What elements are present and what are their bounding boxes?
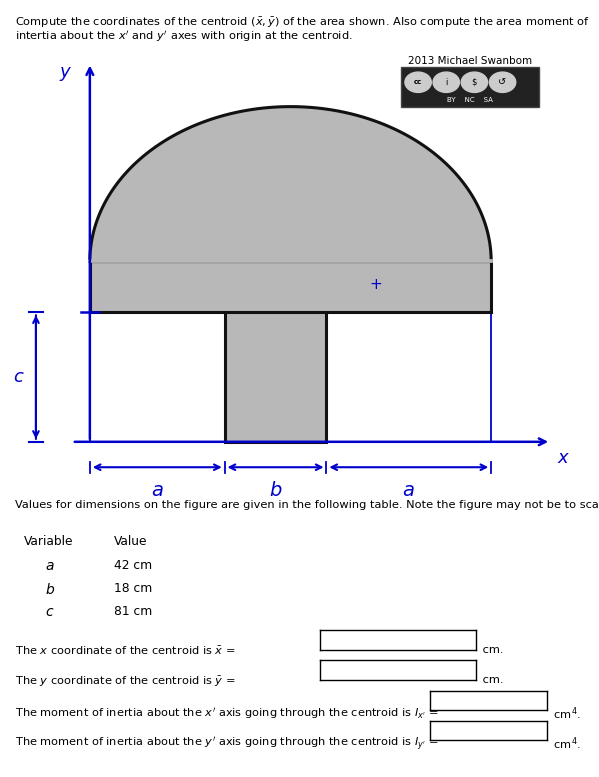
- Text: Compute the coordinates of the centroid $(\bar{x}, \bar{y})$ of the area shown. : Compute the coordinates of the centroid …: [15, 16, 589, 30]
- Text: 18 cm: 18 cm: [114, 582, 152, 595]
- Text: 81 cm: 81 cm: [114, 605, 152, 618]
- Text: The $y$ coordinate of the centroid is $\bar{y}$ =: The $y$ coordinate of the centroid is $\…: [15, 675, 235, 689]
- Text: intertia about the $x^{\prime}$ and $y^{\prime}$ axes with origin at the centroi: intertia about the $x^{\prime}$ and $y^{…: [15, 29, 353, 44]
- Text: $b$: $b$: [269, 481, 282, 500]
- Text: BY    NC    SA: BY NC SA: [447, 97, 493, 103]
- Text: Variable: Variable: [24, 535, 74, 549]
- Text: $b$: $b$: [45, 582, 55, 597]
- Text: i: i: [445, 78, 447, 87]
- Text: Value: Value: [114, 535, 147, 549]
- Bar: [401, 68, 539, 106]
- Polygon shape: [225, 262, 326, 442]
- Text: cm.: cm.: [479, 675, 504, 685]
- Text: $a$: $a$: [151, 481, 164, 500]
- Text: $y$: $y$: [59, 65, 72, 83]
- Text: $+$: $+$: [370, 277, 382, 292]
- Text: $x$: $x$: [557, 449, 570, 467]
- Text: The $x$ coordinate of the centroid is $\bar{x}$ =: The $x$ coordinate of the centroid is $\…: [15, 645, 235, 657]
- Text: The moment of inertia about the $x^{\prime}$ axis going through the centroid is : The moment of inertia about the $x^{\pri…: [15, 706, 438, 720]
- Text: ↺: ↺: [498, 77, 507, 87]
- Circle shape: [433, 72, 459, 92]
- Text: $: $: [472, 78, 477, 87]
- Text: $c$: $c$: [13, 368, 25, 386]
- Text: 2013 Michael Swanbom: 2013 Michael Swanbom: [408, 56, 533, 66]
- Circle shape: [489, 72, 516, 92]
- Text: Values for dimensions on the figure are given in the following table. Note the f: Values for dimensions on the figure are …: [15, 500, 599, 510]
- Circle shape: [405, 72, 431, 92]
- Text: cc: cc: [414, 79, 422, 85]
- Text: $a$: $a$: [45, 559, 55, 573]
- Polygon shape: [90, 106, 491, 262]
- Text: cm$^4$.: cm$^4$.: [550, 736, 580, 752]
- Polygon shape: [90, 262, 491, 312]
- Circle shape: [461, 72, 488, 92]
- Text: cm.: cm.: [479, 645, 504, 655]
- Text: $a$: $a$: [403, 481, 415, 500]
- Text: cm$^4$.: cm$^4$.: [550, 706, 580, 722]
- Text: The moment of inertia about the $y^{\prime}$ axis going through the centroid is : The moment of inertia about the $y^{\pri…: [15, 736, 438, 753]
- Text: $c$: $c$: [45, 605, 55, 619]
- Text: 42 cm: 42 cm: [114, 559, 152, 572]
